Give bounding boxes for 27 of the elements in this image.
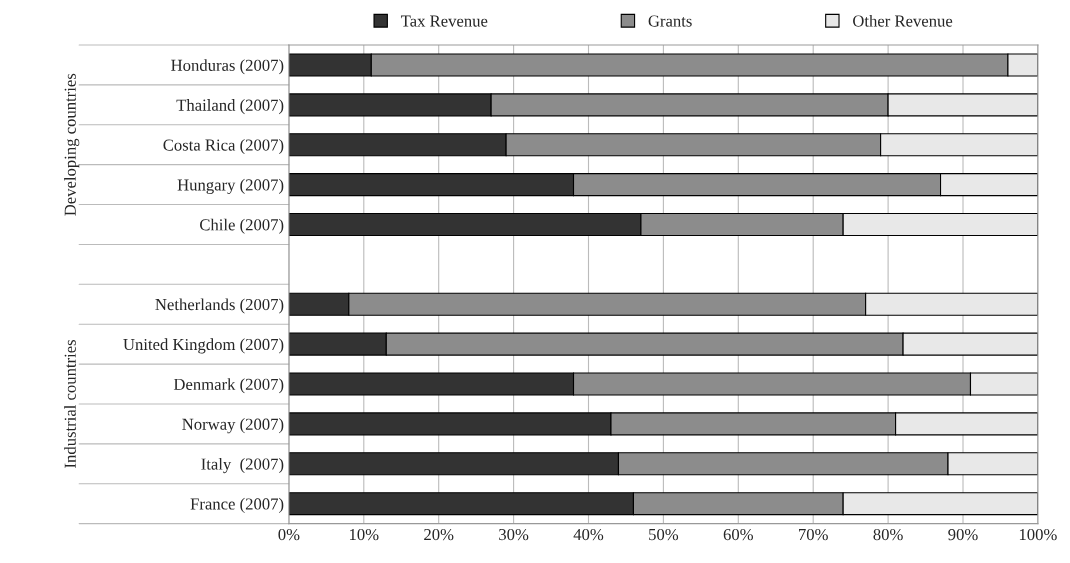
y-tick-label: Netherlands (2007)	[155, 298, 284, 314]
y-tick-label: Chile (2007)	[200, 218, 284, 234]
x-tick-label: 60%	[723, 528, 754, 541]
x-tick-label: 50%	[649, 528, 679, 541]
text: Industrial countries	[64, 339, 76, 468]
text: Developing countries	[64, 73, 80, 216]
y-tick-label: Thailand (2007)	[176, 99, 284, 115]
x-tick-label: 10%	[349, 528, 379, 541]
legend-label: Grants	[648, 15, 692, 27]
y-tick-label: Italy (2007)	[201, 457, 284, 474]
y-tick-label: United Kingdom (2007)	[123, 338, 284, 354]
y-tick-label: Denmark (2007)	[173, 378, 284, 394]
legend-label: Other Revenue	[853, 14, 953, 27]
y-tick-label: France (2007)	[190, 497, 284, 513]
x-tick-label: 90%	[948, 528, 978, 541]
y-tick-label: Costa Rica (2007)	[163, 138, 284, 155]
y-tick-label: Honduras (2007)	[171, 59, 284, 75]
x-tick-label: 100%	[1019, 528, 1057, 541]
x-tick-label: 20%	[424, 528, 454, 541]
legend-label: Tax Revenue	[400, 15, 488, 27]
x-tick-label: 70%	[799, 528, 828, 541]
y-tick-label: Norway (2007)	[182, 418, 284, 434]
x-tick-label: 0%	[278, 528, 300, 541]
y-tick-label: Hungary (2007)	[177, 178, 284, 194]
x-tick-label: 80%	[873, 528, 903, 541]
x-tick-label: 40%	[573, 528, 604, 541]
x-tick-label: 30%	[499, 528, 529, 541]
